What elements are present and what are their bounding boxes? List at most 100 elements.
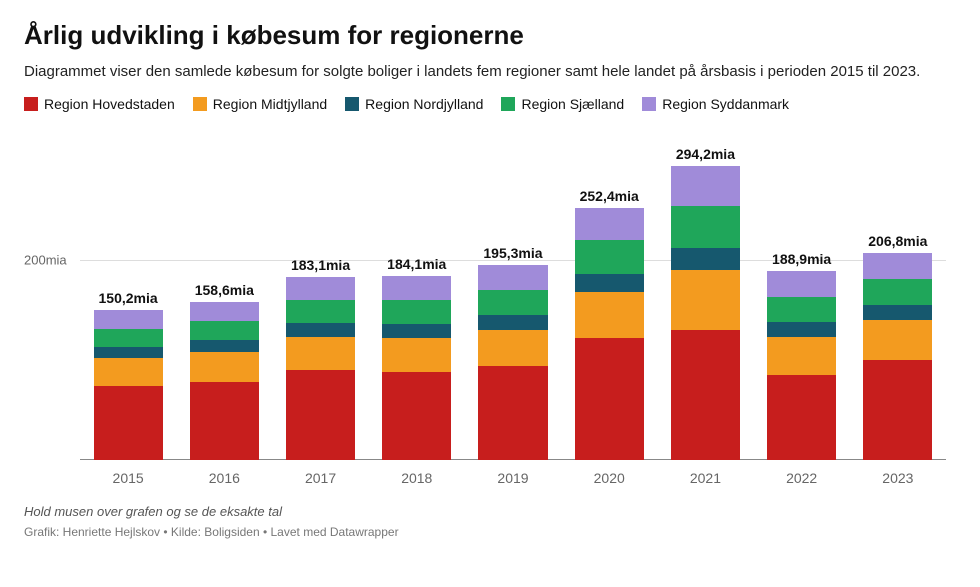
legend-item: Region Midtjylland — [193, 96, 327, 112]
bar-total-label: 188,9mia — [772, 251, 831, 267]
bar-segment[interactable] — [286, 300, 355, 323]
legend-label: Region Hovedstaden — [44, 96, 175, 112]
bar-column[interactable]: 150,2mia — [80, 290, 176, 460]
bar-segment[interactable] — [767, 337, 836, 375]
bar-segment[interactable] — [382, 324, 451, 338]
bar-stack — [94, 310, 163, 460]
bar-column[interactable]: 158,6mia — [176, 282, 272, 461]
bar-stack — [190, 302, 259, 461]
bars-container: 150,2mia 158,6mia 183,1mia 184,1mia 195,3mia… — [80, 140, 946, 460]
bar-segment[interactable] — [286, 370, 355, 460]
bar-segment[interactable] — [478, 265, 547, 290]
x-tick-label: 2023 — [850, 470, 946, 486]
bar-segment[interactable] — [190, 302, 259, 322]
bar-segment[interactable] — [767, 297, 836, 322]
bar-segment[interactable] — [94, 386, 163, 460]
bar-column[interactable]: 294,2mia — [657, 146, 753, 460]
bar-total-label: 294,2mia — [676, 146, 735, 162]
legend-swatch — [501, 97, 515, 111]
bar-stack — [478, 265, 547, 460]
bar-segment[interactable] — [671, 206, 740, 248]
bar-column[interactable]: 195,3mia — [465, 245, 561, 460]
y-tick-label: 200mia — [24, 253, 67, 268]
bar-segment[interactable] — [575, 240, 644, 274]
legend-item: Region Nordjylland — [345, 96, 483, 112]
bar-column[interactable]: 188,9mia — [754, 251, 850, 460]
bar-segment[interactable] — [478, 366, 547, 460]
stacked-bar-chart[interactable]: 200mia150,2mia158,6mia183,1mia184,1mia19… — [80, 140, 946, 460]
x-tick-label: 2017 — [272, 470, 368, 486]
bar-segment[interactable] — [671, 330, 740, 460]
bar-segment[interactable] — [478, 315, 547, 330]
legend: Region Hovedstaden Region Midtjylland Regi… — [24, 96, 956, 112]
legend-swatch — [642, 97, 656, 111]
bar-segment[interactable] — [382, 300, 451, 324]
bar-segment[interactable] — [863, 279, 932, 305]
bar-segment[interactable] — [190, 340, 259, 352]
bar-total-label: 252,4mia — [580, 188, 639, 204]
bar-segment[interactable] — [190, 352, 259, 382]
legend-swatch — [345, 97, 359, 111]
bar-segment[interactable] — [94, 310, 163, 329]
x-tick-label: 2018 — [369, 470, 465, 486]
bar-segment[interactable] — [478, 290, 547, 315]
bar-segment[interactable] — [575, 292, 644, 338]
bar-segment[interactable] — [190, 321, 259, 340]
bar-segment[interactable] — [382, 276, 451, 300]
bar-segment[interactable] — [671, 248, 740, 270]
legend-item: Region Syddanmark — [642, 96, 789, 112]
bar-stack — [671, 166, 740, 460]
bar-column[interactable]: 183,1mia — [272, 257, 368, 460]
bar-segment[interactable] — [767, 375, 836, 460]
bar-segment[interactable] — [286, 277, 355, 300]
bar-segment[interactable] — [286, 337, 355, 370]
x-tick-label: 2019 — [465, 470, 561, 486]
bar-segment[interactable] — [382, 372, 451, 460]
bar-segment[interactable] — [478, 330, 547, 366]
bar-segment[interactable] — [767, 322, 836, 337]
bar-segment[interactable] — [767, 271, 836, 297]
x-tick-label: 2015 — [80, 470, 176, 486]
bar-segment[interactable] — [575, 274, 644, 292]
legend-item: Region Hovedstaden — [24, 96, 175, 112]
x-axis: 201520162017201820192020202120222023 — [80, 470, 946, 486]
bar-segment[interactable] — [286, 323, 355, 337]
bar-segment[interactable] — [94, 347, 163, 358]
bar-segment[interactable] — [863, 320, 932, 360]
legend-swatch — [193, 97, 207, 111]
x-tick-label: 2020 — [561, 470, 657, 486]
bar-segment[interactable] — [575, 208, 644, 240]
bar-total-label: 195,3mia — [483, 245, 542, 261]
bar-segment[interactable] — [382, 338, 451, 372]
legend-label: Region Sjælland — [521, 96, 624, 112]
bar-segment[interactable] — [575, 338, 644, 460]
bar-stack — [863, 253, 932, 460]
bar-total-label: 183,1mia — [291, 257, 350, 273]
x-tick-label: 2021 — [657, 470, 753, 486]
bar-column[interactable]: 206,8mia — [850, 233, 946, 460]
x-tick-label: 2022 — [754, 470, 850, 486]
legend-label: Region Syddanmark — [662, 96, 789, 112]
bar-column[interactable]: 252,4mia — [561, 188, 657, 460]
bar-segment[interactable] — [671, 270, 740, 330]
bar-total-label: 184,1mia — [387, 256, 446, 272]
x-tick-label: 2016 — [176, 470, 272, 486]
bar-total-label: 158,6mia — [195, 282, 254, 298]
legend-item: Region Sjælland — [501, 96, 624, 112]
bar-stack — [382, 276, 451, 460]
bar-segment[interactable] — [863, 253, 932, 279]
bar-segment[interactable] — [671, 166, 740, 206]
bar-total-label: 206,8mia — [868, 233, 927, 249]
bar-segment[interactable] — [863, 360, 932, 460]
hover-hint: Hold musen over grafen og se de eksakte … — [24, 504, 956, 519]
bar-segment[interactable] — [863, 305, 932, 320]
legend-swatch — [24, 97, 38, 111]
bar-segment[interactable] — [94, 329, 163, 347]
legend-label: Region Nordjylland — [365, 96, 483, 112]
bar-column[interactable]: 184,1mia — [369, 256, 465, 460]
chart-subtitle: Diagrammet viser den samlede købesum for… — [24, 61, 956, 82]
bar-stack — [767, 271, 836, 460]
chart-title: Årlig udvikling i købesum for regionerne — [24, 20, 956, 51]
bar-segment[interactable] — [190, 382, 259, 460]
bar-segment[interactable] — [94, 358, 163, 386]
